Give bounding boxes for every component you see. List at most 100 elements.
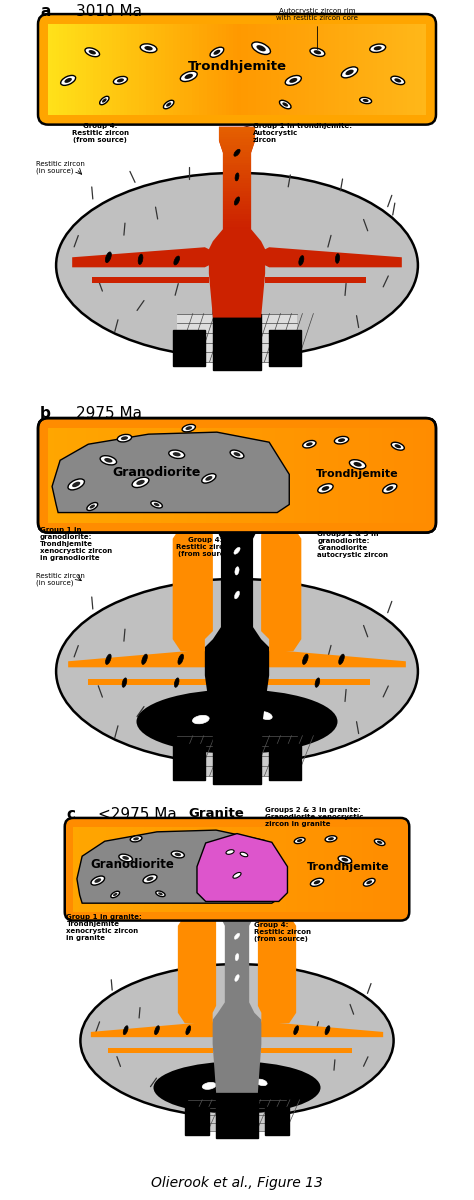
Text: 3010 Ma: 3010 Ma (76, 4, 142, 19)
Polygon shape (86, 428, 92, 523)
Ellipse shape (336, 253, 339, 263)
Polygon shape (219, 166, 255, 168)
Ellipse shape (132, 478, 149, 487)
Polygon shape (269, 744, 301, 780)
Polygon shape (312, 24, 316, 114)
Polygon shape (258, 916, 296, 1024)
Polygon shape (173, 527, 213, 652)
Polygon shape (354, 24, 358, 114)
Text: Restitic zircon
(in source): Restitic zircon (in source) (36, 572, 85, 587)
Ellipse shape (294, 1026, 299, 1034)
Polygon shape (52, 432, 289, 512)
Polygon shape (82, 24, 86, 114)
Ellipse shape (140, 44, 157, 53)
Ellipse shape (202, 474, 216, 484)
Text: Trondhjemite: Trondhjemite (188, 60, 286, 73)
Polygon shape (264, 24, 267, 114)
Polygon shape (379, 827, 384, 912)
Polygon shape (92, 277, 209, 283)
Polygon shape (298, 24, 301, 114)
Polygon shape (172, 827, 177, 912)
Polygon shape (312, 428, 319, 523)
Polygon shape (128, 827, 133, 912)
Ellipse shape (314, 881, 320, 884)
Polygon shape (419, 24, 422, 114)
Polygon shape (403, 24, 407, 114)
Polygon shape (143, 24, 146, 114)
Polygon shape (219, 170, 255, 173)
Polygon shape (339, 24, 343, 114)
Polygon shape (111, 428, 118, 523)
Ellipse shape (156, 890, 165, 896)
Polygon shape (343, 24, 346, 114)
Polygon shape (193, 827, 199, 912)
Ellipse shape (366, 881, 372, 884)
Polygon shape (124, 24, 128, 114)
Text: c: c (66, 808, 75, 822)
Ellipse shape (383, 484, 397, 493)
Polygon shape (108, 1048, 213, 1052)
Polygon shape (105, 428, 111, 523)
Ellipse shape (297, 839, 302, 842)
Polygon shape (206, 428, 212, 523)
Ellipse shape (85, 48, 100, 56)
Polygon shape (219, 198, 255, 200)
Polygon shape (199, 24, 203, 114)
Polygon shape (358, 24, 362, 114)
Polygon shape (204, 827, 210, 912)
Polygon shape (375, 428, 382, 523)
Polygon shape (294, 428, 300, 523)
Polygon shape (118, 428, 124, 523)
Polygon shape (256, 24, 260, 114)
Polygon shape (191, 24, 195, 114)
Polygon shape (254, 827, 259, 912)
Polygon shape (268, 428, 275, 523)
Text: Granite: Granite (188, 808, 244, 821)
Polygon shape (324, 24, 328, 114)
Polygon shape (77, 830, 282, 904)
Ellipse shape (178, 654, 183, 665)
Ellipse shape (280, 101, 291, 109)
Polygon shape (100, 827, 106, 912)
Ellipse shape (137, 480, 145, 485)
Text: Granodiorite: Granodiorite (112, 466, 201, 479)
Polygon shape (212, 428, 218, 523)
Polygon shape (144, 827, 150, 912)
Polygon shape (74, 24, 78, 114)
Polygon shape (384, 827, 390, 912)
Polygon shape (52, 24, 55, 114)
Polygon shape (155, 827, 161, 912)
Polygon shape (139, 24, 143, 114)
Polygon shape (210, 24, 214, 114)
Ellipse shape (151, 502, 163, 508)
Ellipse shape (338, 856, 352, 864)
Polygon shape (162, 428, 168, 523)
Polygon shape (275, 827, 281, 912)
Polygon shape (400, 24, 403, 114)
Ellipse shape (106, 654, 111, 665)
Polygon shape (220, 827, 226, 912)
Ellipse shape (173, 452, 181, 456)
Ellipse shape (68, 479, 84, 490)
Polygon shape (188, 827, 193, 912)
Polygon shape (219, 127, 255, 130)
Polygon shape (388, 428, 394, 523)
Ellipse shape (370, 44, 386, 53)
Ellipse shape (240, 852, 248, 857)
Polygon shape (330, 827, 335, 912)
Polygon shape (260, 24, 264, 114)
Ellipse shape (325, 1026, 330, 1034)
Ellipse shape (205, 476, 212, 481)
Polygon shape (308, 827, 313, 912)
Polygon shape (292, 827, 297, 912)
Polygon shape (335, 827, 341, 912)
Polygon shape (219, 168, 255, 170)
Ellipse shape (158, 893, 163, 895)
Ellipse shape (145, 46, 153, 50)
Polygon shape (283, 24, 286, 114)
Polygon shape (377, 24, 381, 114)
Polygon shape (219, 211, 255, 214)
Polygon shape (313, 827, 319, 912)
Polygon shape (252, 24, 256, 114)
Polygon shape (231, 428, 237, 523)
